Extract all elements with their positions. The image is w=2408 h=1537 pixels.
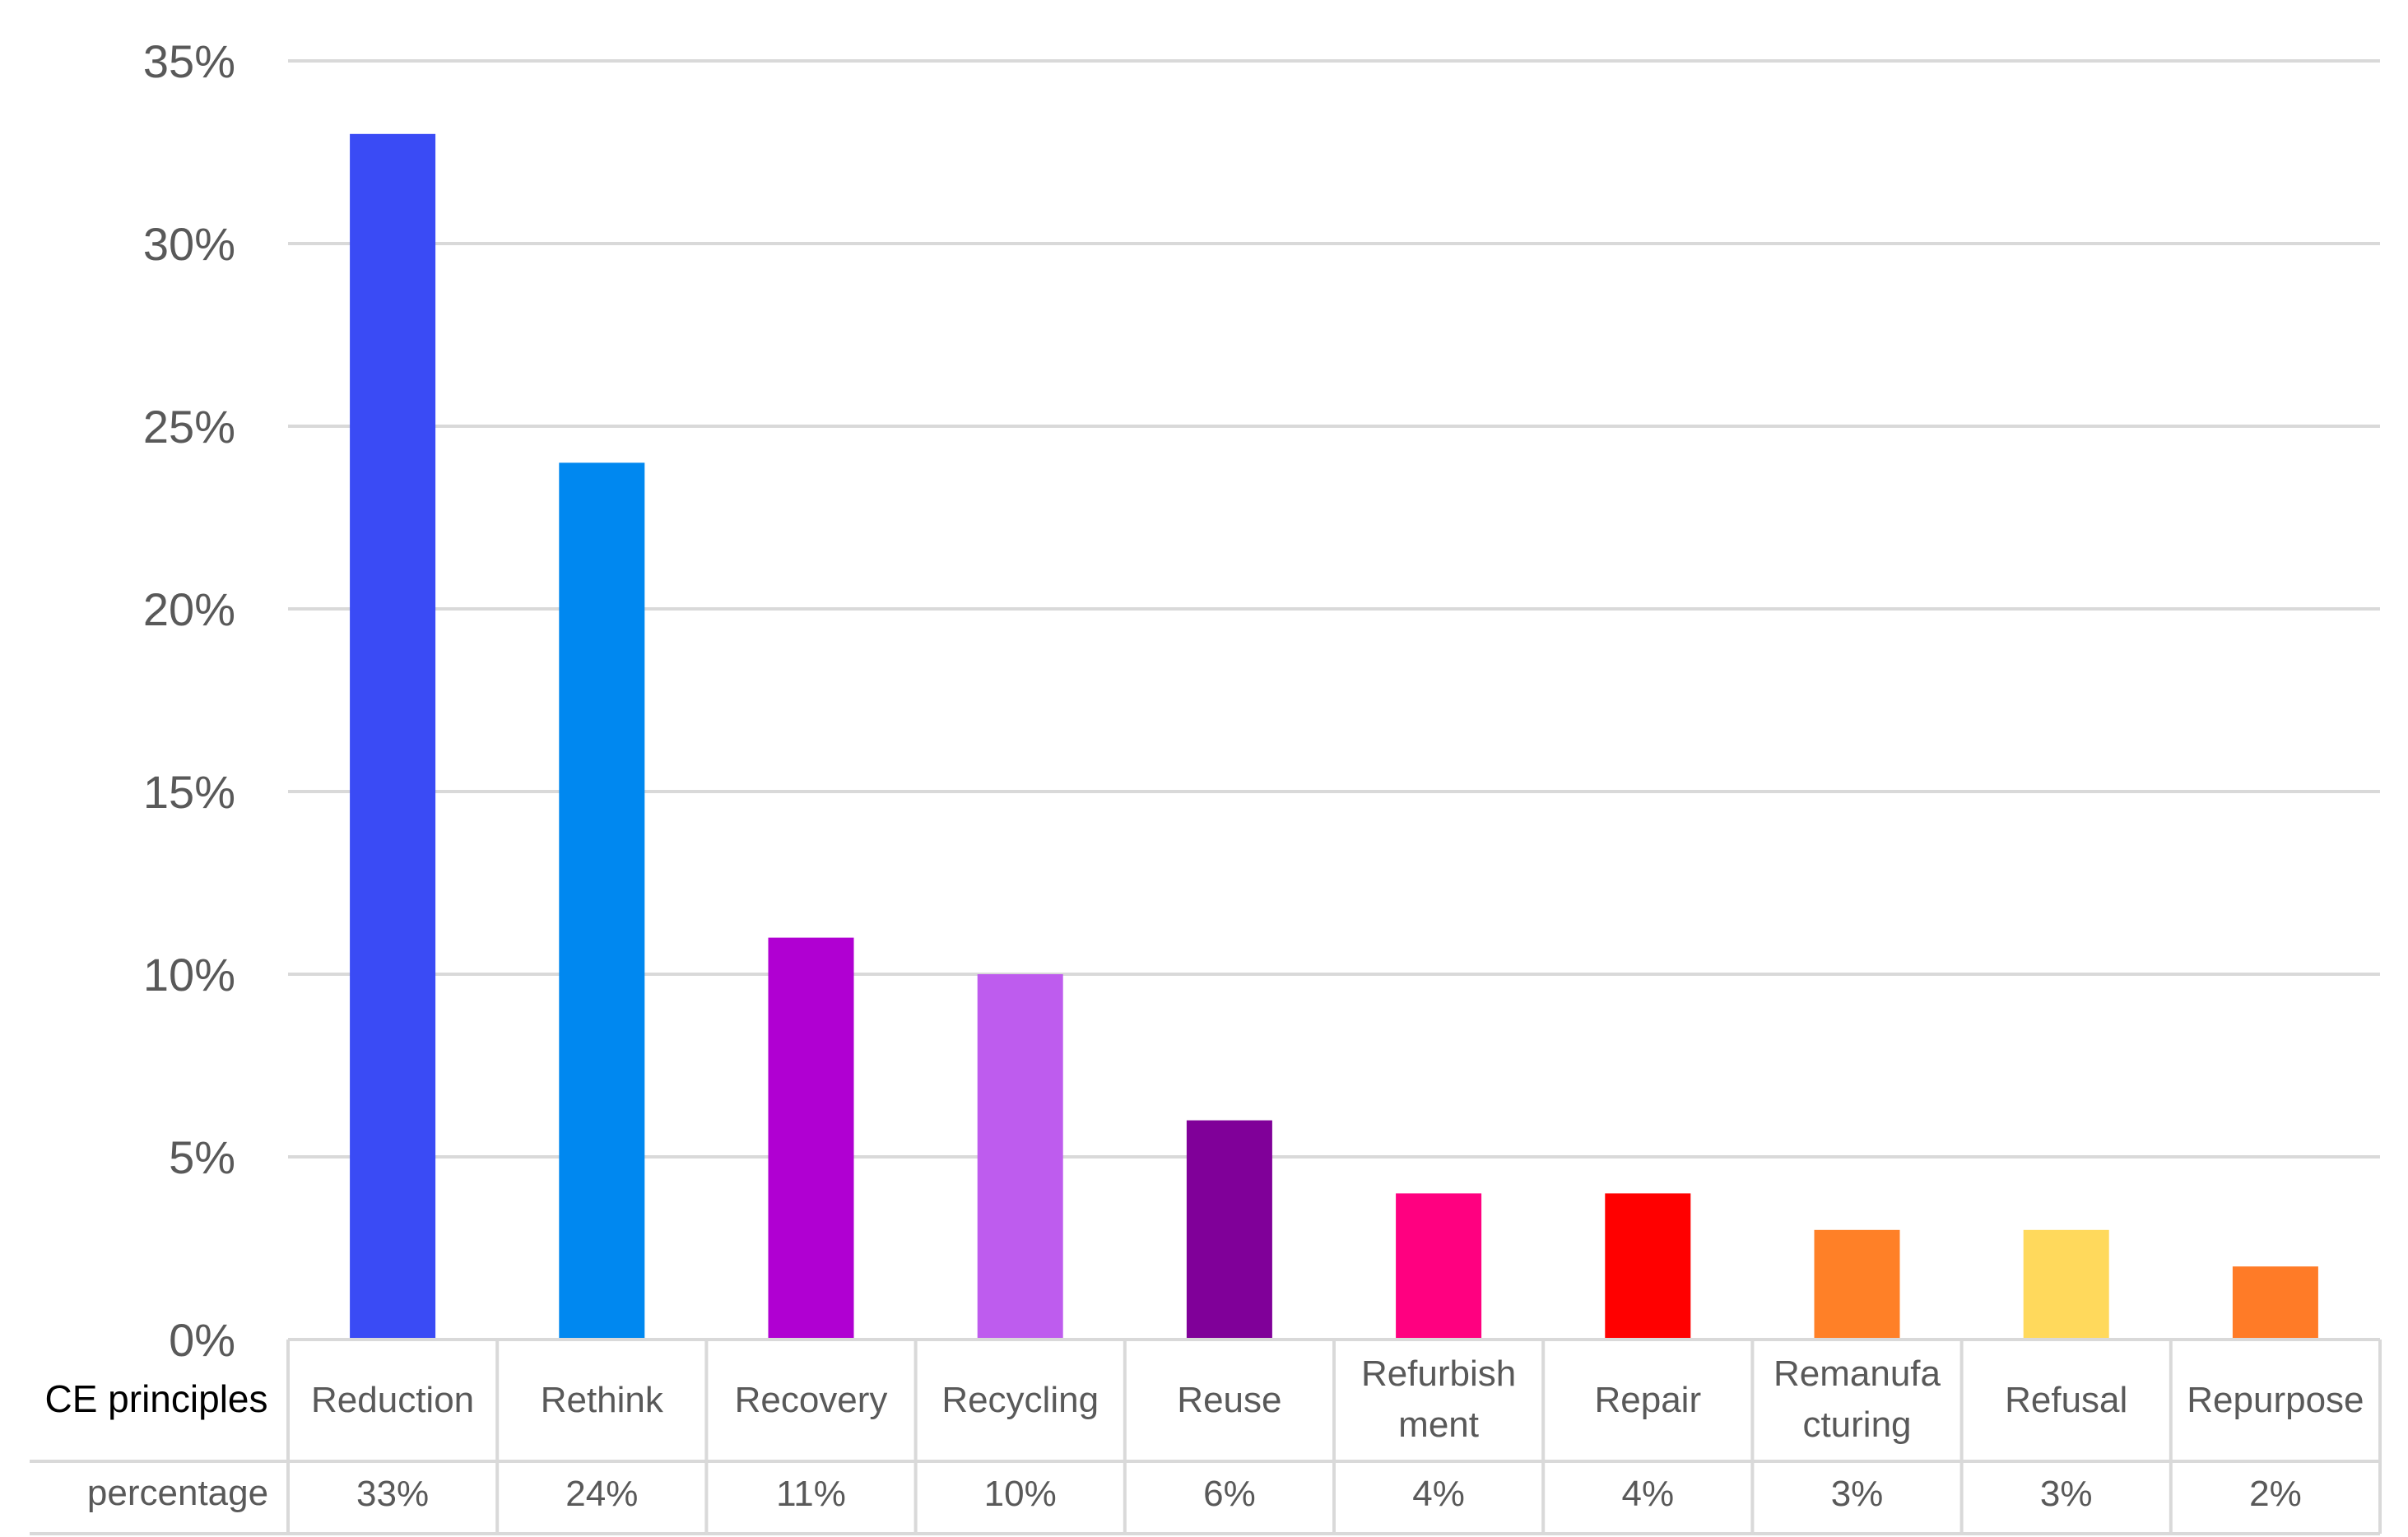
bar bbox=[977, 974, 1063, 1340]
bar bbox=[559, 462, 645, 1340]
category-label: cturing bbox=[1802, 1405, 1911, 1445]
bar bbox=[1396, 1193, 1482, 1340]
y-tick-label: 20% bbox=[143, 583, 235, 635]
value-label: 10% bbox=[984, 1474, 1057, 1514]
value-label: 4% bbox=[1412, 1474, 1465, 1514]
y-tick-label: 0% bbox=[169, 1314, 235, 1366]
y-axis-ticks: 0% 5% 10% 15% 20% 25% 30% 35% bbox=[143, 35, 235, 1366]
bar bbox=[1814, 1229, 1900, 1340]
bar bbox=[350, 133, 436, 1340]
bar bbox=[2232, 1266, 2318, 1340]
category-label: Reduction bbox=[311, 1380, 474, 1420]
y-tick-label: 15% bbox=[143, 766, 235, 818]
category-label: Refurbish bbox=[1361, 1354, 1516, 1394]
category-label: Rethink bbox=[541, 1380, 664, 1420]
value-label: 6% bbox=[1203, 1474, 1256, 1514]
value-label: 11% bbox=[776, 1474, 846, 1514]
category-label: Recycling bbox=[941, 1380, 1099, 1420]
value-label: 4% bbox=[1622, 1474, 1675, 1514]
category-label: Reuse bbox=[1177, 1380, 1281, 1420]
y-tick-label: 5% bbox=[169, 1131, 235, 1183]
y-tick-label: 30% bbox=[143, 218, 235, 270]
bars bbox=[350, 133, 2318, 1340]
bar bbox=[1605, 1193, 1691, 1340]
category-label: Remanufa bbox=[1773, 1354, 1941, 1394]
value-label: 24% bbox=[565, 1474, 638, 1514]
category-label: Repair bbox=[1594, 1380, 1701, 1420]
y-tick-label: 25% bbox=[143, 401, 235, 453]
value-label: 3% bbox=[1831, 1474, 1884, 1514]
bar bbox=[2023, 1229, 2109, 1340]
y-tick-label: 35% bbox=[143, 35, 235, 87]
bar bbox=[1186, 1120, 1272, 1340]
category-label: ment bbox=[1398, 1405, 1479, 1445]
row-header-categories: CE principles bbox=[45, 1377, 268, 1420]
value-label: 33% bbox=[356, 1474, 429, 1514]
data-table: CE principles percentage Reduction 33% Ret… bbox=[30, 1338, 2382, 1535]
value-label: 2% bbox=[2249, 1474, 2302, 1514]
category-label: Recovery bbox=[735, 1380, 888, 1420]
value-label: 3% bbox=[2040, 1474, 2093, 1514]
y-tick-label: 10% bbox=[143, 949, 235, 1001]
row-header-values: percentage bbox=[87, 1473, 268, 1513]
category-label: Repurpose bbox=[2187, 1380, 2364, 1420]
bar bbox=[768, 937, 854, 1340]
category-label: Refusal bbox=[2005, 1380, 2127, 1420]
